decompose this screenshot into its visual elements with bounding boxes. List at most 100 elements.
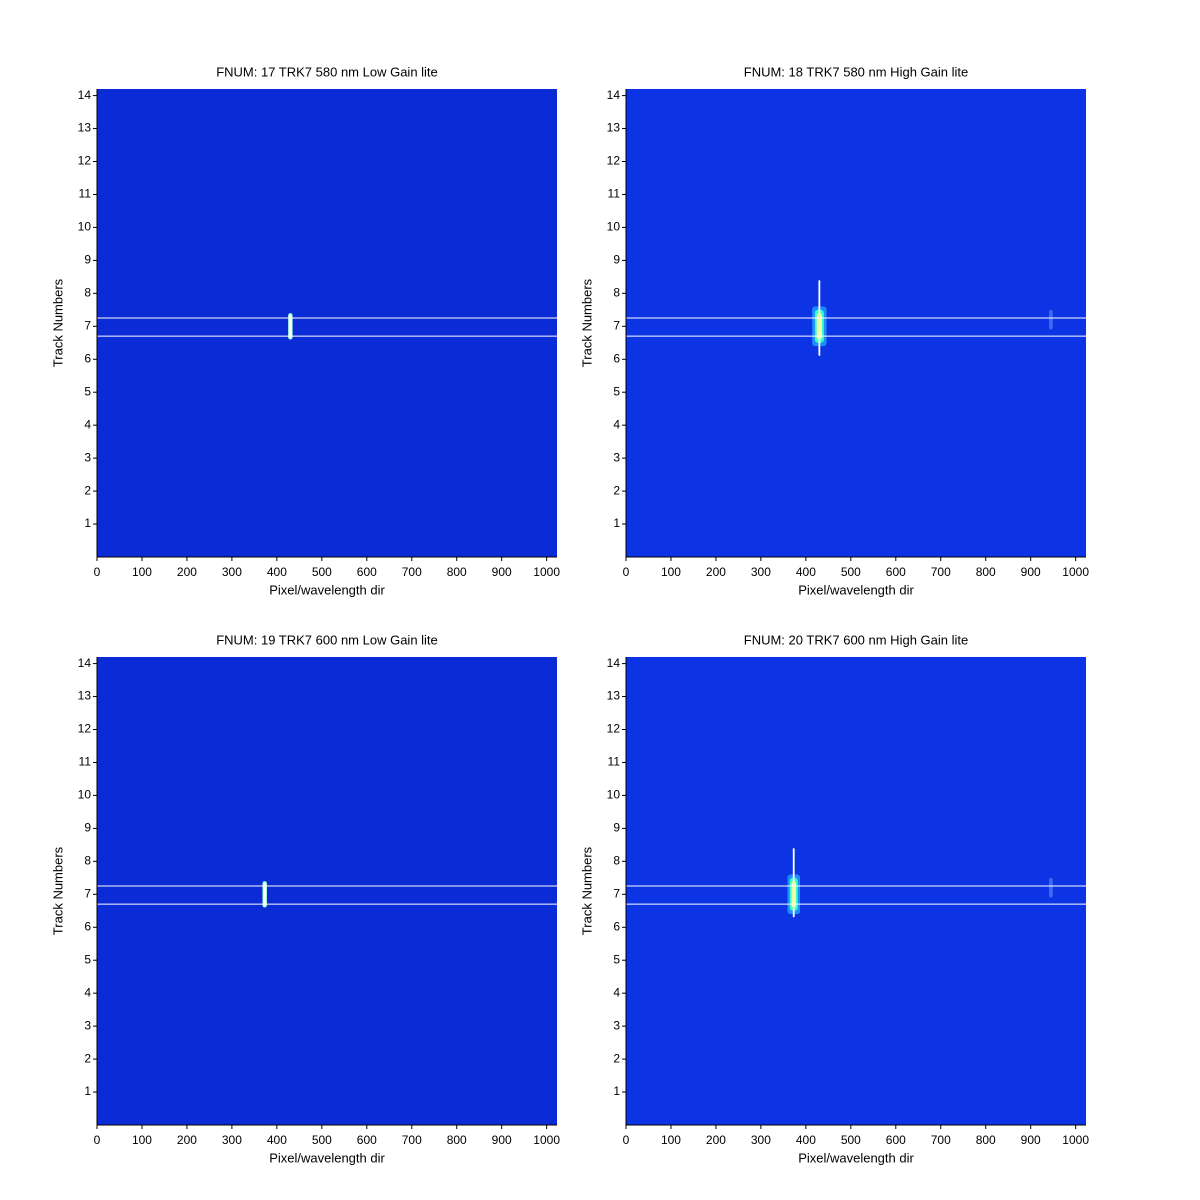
x-tick-label: 100 [132,565,152,579]
spectral-feature [1049,309,1053,330]
plot-area [626,848,1086,918]
y-tick-label: 13 [607,121,621,135]
y-tick-label: 13 [78,121,92,135]
x-tick-label: 200 [706,1133,726,1147]
x-tick-label: 100 [132,1133,152,1147]
x-tick-label: 700 [931,1133,951,1147]
y-tick-label: 8 [84,286,91,300]
y-tick-label: 2 [84,1051,91,1065]
y-tick-label: 5 [84,384,91,398]
x-tick-label: 600 [357,565,377,579]
y-tick-label: 14 [78,656,92,670]
y-tick-label: 8 [613,286,620,300]
x-tick-label: 400 [796,1133,816,1147]
spectral-feature [289,314,292,338]
y-tick-label: 4 [84,417,91,431]
y-tick-label: 7 [613,318,620,332]
y-tick-label: 14 [78,88,92,102]
x-tick-label: 800 [976,1133,996,1147]
y-tick-label: 6 [84,351,91,365]
x-tick-label: 300 [751,1133,771,1147]
y-tick-label: 11 [79,187,92,201]
y-tick-label: 11 [608,187,621,201]
chart-title: FNUM: 18 TRK7 580 nm High Gain lite [744,64,968,79]
y-tick-label: 12 [607,722,621,736]
x-tick-label: 500 [312,1133,332,1147]
y-tick-label: 3 [84,450,91,464]
y-tick-label: 6 [613,351,620,365]
x-tick-label: 300 [222,1133,242,1147]
plot-background [626,89,1086,557]
y-tick-label: 11 [608,755,621,769]
x-tick-label: 0 [623,565,630,579]
y-tick-label: 10 [78,220,92,234]
x-tick-label: 800 [976,565,996,579]
y-tick-label: 2 [84,483,91,497]
y-tick-label: 6 [613,919,620,933]
y-tick-label: 4 [613,985,620,999]
y-tick-label: 3 [613,450,620,464]
x-tick-label: 500 [312,565,332,579]
y-tick-label: 12 [607,154,621,168]
y-axis-label: Track Numbers [579,278,594,367]
x-tick-label: 1000 [1062,1133,1089,1147]
plot-background [626,657,1086,1125]
spectral-feature [816,313,823,340]
y-tick-label: 8 [613,854,620,868]
plot-area [97,881,557,908]
x-tick-label: 700 [402,565,422,579]
y-axis-label: Track Numbers [579,846,594,935]
y-tick-label: 4 [613,417,620,431]
x-tick-label: 700 [402,1133,422,1147]
y-tick-label: 1 [613,1084,620,1098]
y-axis-label: Track Numbers [50,846,65,935]
chart-title: FNUM: 17 TRK7 580 nm Low Gain lite [216,64,438,79]
x-axis-label: Pixel/wavelength dir [269,1150,385,1165]
x-tick-label: 0 [623,1133,630,1147]
x-tick-label: 900 [1021,1133,1041,1147]
y-tick-label: 12 [78,154,92,168]
plot-area [626,280,1086,356]
y-tick-label: 2 [613,1051,620,1065]
y-tick-label: 3 [84,1018,91,1032]
x-tick-label: 400 [796,565,816,579]
y-axis-label: Track Numbers [50,278,65,367]
x-tick-label: 1000 [1062,565,1089,579]
y-tick-label: 1 [84,1084,91,1098]
plot-background [97,89,557,557]
y-tick-label: 11 [79,755,92,769]
y-tick-label: 5 [613,952,620,966]
spectral-feature [263,882,267,906]
y-tick-label: 1 [613,516,620,530]
y-tick-label: 10 [607,788,621,802]
y-tick-label: 10 [78,788,92,802]
x-tick-label: 0 [94,565,101,579]
x-axis-label: Pixel/wavelength dir [798,1150,914,1165]
x-tick-label: 900 [492,565,512,579]
y-tick-label: 10 [607,220,621,234]
y-tick-label: 13 [607,689,621,703]
y-tick-label: 14 [607,88,621,102]
x-tick-label: 1000 [533,1133,560,1147]
y-tick-label: 9 [613,253,620,267]
x-tick-label: 800 [447,1133,467,1147]
x-tick-label: 600 [886,1133,906,1147]
y-tick-label: 5 [84,952,91,966]
x-tick-label: 100 [661,1133,681,1147]
x-tick-label: 100 [661,565,681,579]
y-tick-label: 5 [613,384,620,398]
x-tick-label: 500 [841,565,861,579]
x-tick-label: 600 [357,1133,377,1147]
x-tick-label: 900 [492,1133,512,1147]
x-axis-label: Pixel/wavelength dir [798,582,914,597]
x-tick-label: 200 [706,565,726,579]
y-tick-label: 4 [84,985,91,999]
y-tick-label: 12 [78,722,92,736]
y-tick-label: 9 [84,253,91,267]
plot-background [97,657,557,1125]
